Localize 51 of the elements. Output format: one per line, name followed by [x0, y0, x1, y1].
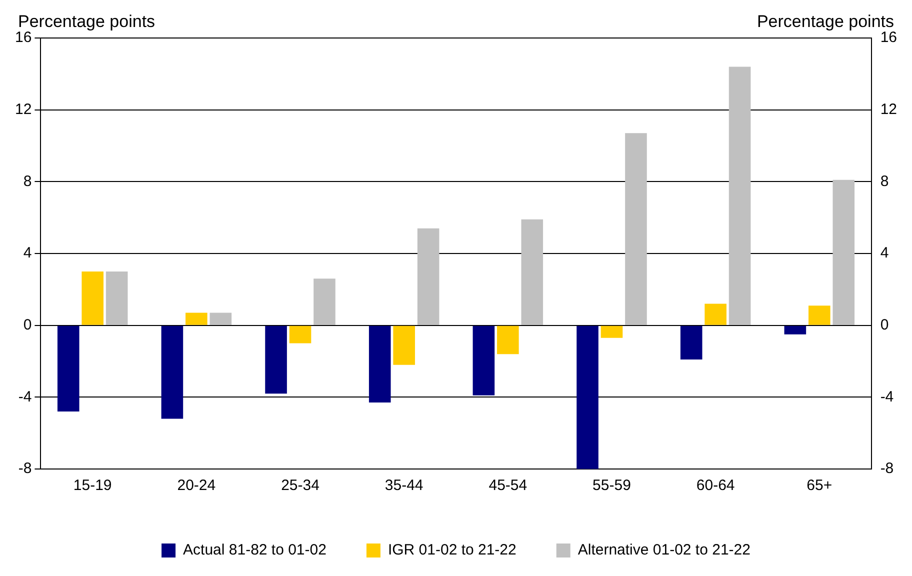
x-tick-label: 35-44 [384, 477, 424, 494]
y-tick-label: -8 [18, 460, 32, 478]
x-tick-label: 20-24 [177, 477, 216, 494]
y2-tick-label: -8 [880, 460, 894, 478]
x-tick-label: 15-19 [73, 477, 112, 494]
bar [472, 326, 495, 396]
y-tick-label: 8 [23, 172, 32, 190]
bar [625, 133, 647, 325]
bar [680, 326, 702, 360]
bar [368, 326, 391, 403]
bar [393, 326, 415, 365]
y2-tick-label: -4 [880, 388, 894, 406]
bar [576, 326, 598, 469]
bar [265, 326, 287, 394]
y2-tick-label: 16 [880, 29, 898, 46]
y2-tick-label: 12 [880, 100, 898, 118]
legend-label: Alternative 01-02 to 21-22 [578, 542, 750, 559]
bar [417, 228, 440, 325]
y-tick-label: 4 [23, 244, 32, 262]
bar [57, 326, 80, 412]
x-tick-label: 25-34 [281, 477, 320, 494]
legend-label: IGR 01-02 to 21-22 [388, 542, 516, 559]
bar [210, 312, 232, 325]
bar [314, 278, 336, 325]
x-tick-label: 60-64 [696, 477, 735, 494]
y-axis-title: Percentage points [18, 12, 156, 32]
bar [186, 312, 208, 325]
y2-tick-label: 0 [880, 316, 889, 334]
bar [600, 326, 623, 338]
bar [832, 180, 855, 325]
bar [784, 326, 806, 334]
bar [106, 271, 128, 325]
y2-axis-title: Percentage points [756, 12, 894, 32]
y-tick-label: -4 [18, 388, 32, 406]
x-tick-label: 45-54 [488, 477, 528, 494]
bar [289, 326, 312, 344]
bar [82, 271, 104, 325]
y-tick-label: 12 [14, 100, 32, 118]
bar [161, 326, 184, 419]
bar [728, 66, 751, 325]
legend-label: Actual 81-82 to 01-02 [183, 542, 326, 559]
x-tick-label: 55-59 [592, 477, 631, 494]
bar [497, 326, 519, 354]
bar [808, 306, 830, 325]
y2-tick-label: 4 [880, 244, 889, 262]
y-tick-label: 16 [14, 29, 32, 46]
bar [521, 219, 544, 325]
bar [704, 304, 726, 325]
x-tick-label: 65+ [806, 477, 832, 494]
y2-tick-label: 8 [880, 172, 889, 190]
y-tick-label: 0 [23, 316, 32, 334]
